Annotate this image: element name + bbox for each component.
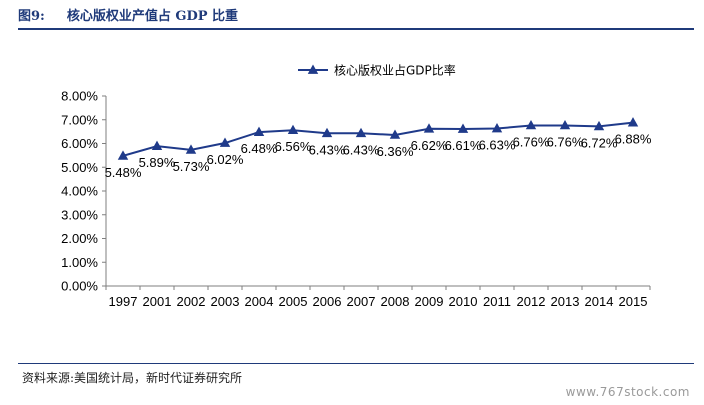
x-tick-label: 1997 [109,294,138,309]
y-tick-label: 0.00% [61,279,98,294]
x-tick-label: 2014 [585,294,614,309]
x-tick-label: 2015 [619,294,648,309]
legend-marker [307,64,319,74]
watermark: www.767stock.com [565,385,690,399]
data-point-marker [185,144,197,154]
y-tick-label: 6.00% [61,136,98,151]
data-label: 6.61% [445,138,482,153]
y-tick-label: 3.00% [61,207,98,222]
figure-header: 图9: 核心版权业产值占 GDP 比重 [18,6,694,28]
data-point-marker [219,137,231,147]
footer-rule [18,363,694,364]
x-tick-label: 2008 [381,294,410,309]
data-point-marker [559,119,571,130]
y-tick-label: 2.00% [61,231,98,246]
x-tick-label: 2005 [279,294,308,309]
data-point-marker [457,123,469,133]
data-label: 6.63% [479,138,516,153]
data-label: 6.76% [513,134,550,149]
x-tick-label: 2012 [517,294,546,309]
x-tick-label: 2002 [177,294,206,309]
x-tick-label: 2001 [143,294,172,309]
data-label: 6.62% [411,138,448,153]
x-tick-label: 2010 [449,294,478,309]
data-point-marker [593,120,605,131]
data-label: 6.72% [581,135,618,150]
figure-title: 核心版权业产值占 GDP 比重 [66,9,239,24]
data-point-marker [525,119,537,130]
data-label: 6.56% [275,139,312,154]
header-rule [18,28,694,30]
x-tick-label: 2011 [483,294,511,309]
data-label: 6.43% [309,142,346,157]
legend-label: 核心版权业占GDP比率 [334,63,456,78]
data-point-marker [355,127,367,138]
data-point-marker [117,150,129,160]
data-point-marker [627,117,639,127]
y-tick-label: 7.00% [61,112,98,127]
data-label: 6.02% [207,152,244,167]
x-tick-label: 2007 [347,294,376,309]
data-label: 6.76% [547,134,584,149]
data-label: 5.89% [139,155,176,170]
x-tick-label: 2003 [211,294,240,309]
data-point-marker [423,123,435,133]
y-tick-label: 8.00% [61,89,98,104]
x-tick-label: 2004 [245,294,274,309]
source-note: 资料来源:美国统计局，新时代证券研究所 [22,371,243,385]
data-label: 6.36% [377,144,414,159]
data-point-marker [151,140,163,150]
data-label: 5.73% [173,159,210,174]
data-point-marker [321,127,333,138]
y-tick-label: 1.00% [61,255,98,270]
y-tick-label: 5.00% [61,160,98,175]
data-label: 5.48% [105,165,142,180]
data-label: 6.88% [615,132,652,147]
x-tick-label: 2009 [415,294,444,309]
y-tick-label: 4.00% [61,184,98,199]
data-label: 6.48% [241,141,278,156]
series-line [122,121,634,157]
figure-number: 图9: [18,9,45,24]
data-point-marker [491,123,503,133]
data-point-marker [389,129,401,139]
data-point-marker [287,124,299,135]
data-label: 6.43% [343,142,380,157]
x-tick-label: 2013 [551,294,580,309]
data-point-marker [253,126,265,136]
x-tick-label: 2006 [313,294,342,309]
